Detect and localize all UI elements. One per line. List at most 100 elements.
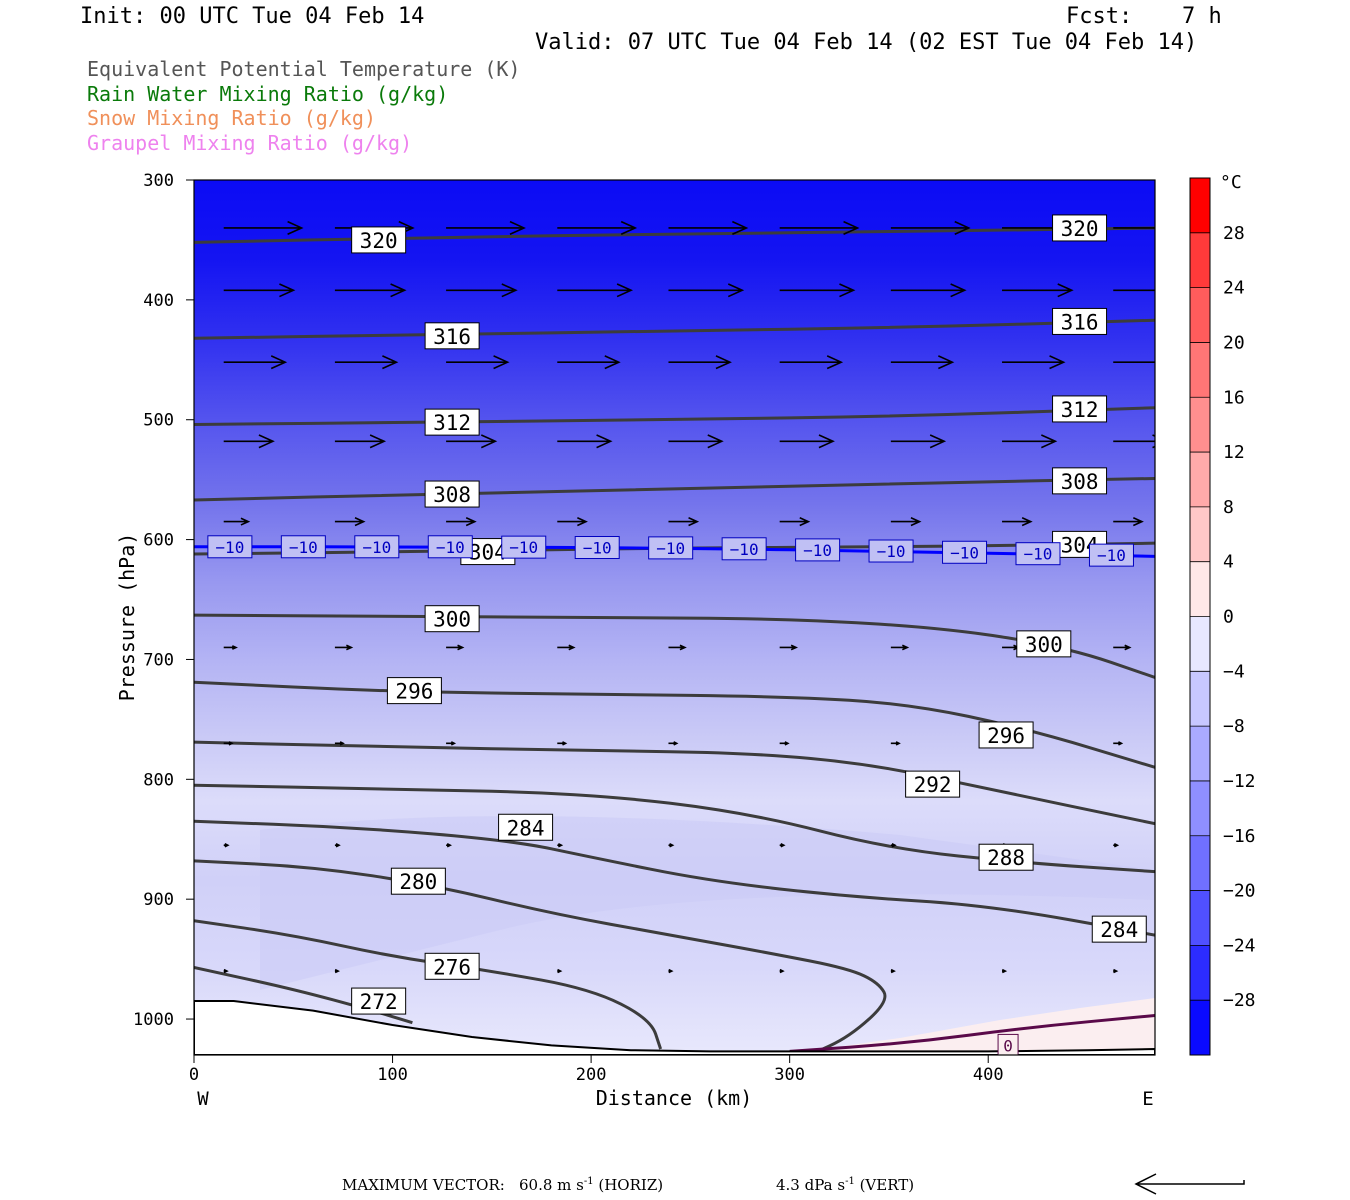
wind-vector (557, 741, 568, 746)
wind-vector (557, 220, 638, 235)
theta-e-label-272: 272 (351, 987, 407, 1015)
wind-vector (334, 434, 387, 449)
colorbar-tick-label: 24 (1223, 278, 1245, 299)
wind-vector (890, 843, 897, 848)
colorbar-tick-label: −20 (1223, 881, 1256, 902)
colorbar-swatch (1190, 232, 1210, 289)
temperature-label--10: −10 (721, 537, 767, 561)
theta-e-label-296: 296 (386, 677, 442, 705)
wind-vector (668, 283, 745, 298)
wind-vector (890, 517, 922, 527)
x-tick-label: 100 (377, 1065, 408, 1085)
colorbar-swatch (1190, 178, 1210, 234)
temperature-label--10: −10 (207, 535, 253, 559)
wind-vector (779, 968, 785, 974)
colorbar-tick-label: −12 (1223, 771, 1256, 792)
colorbar-swatch (1190, 397, 1210, 453)
wind-vector (557, 517, 588, 527)
x-tick-label: 300 (774, 1065, 805, 1085)
colorbar-swatch (1190, 561, 1210, 617)
wind-vector (334, 355, 399, 370)
svg-text:−10: −10 (1097, 546, 1126, 565)
svg-text:288: 288 (987, 846, 1025, 870)
wind-vector (223, 645, 238, 650)
warm-surface-region (780, 998, 1155, 1055)
svg-text:−10: −10 (803, 541, 832, 560)
wind-vector (1002, 283, 1074, 298)
wind-vector (334, 644, 354, 651)
y-tick-label: 1000 (133, 1010, 174, 1030)
y-tick-label: 900 (143, 890, 174, 910)
wind-vector (890, 968, 896, 974)
x-right-direction: E (1142, 1088, 1153, 1110)
svg-text:320: 320 (360, 229, 398, 253)
colorbar-tick-label: −4 (1223, 661, 1245, 682)
wind-vector (557, 355, 621, 370)
colorbar-tick-label: −16 (1223, 826, 1256, 847)
colorbar-tick-label: 4 (1223, 552, 1234, 573)
colorbar-tick-label: −28 (1223, 990, 1256, 1011)
temperature-label--10: −10 (868, 539, 914, 563)
svg-text:−10: −10 (877, 542, 906, 561)
wind-vector (1113, 843, 1120, 848)
wind-vector (890, 741, 901, 746)
wind-vector (334, 843, 341, 848)
y-tick-label: 700 (143, 650, 174, 670)
svg-text:−10: −10 (215, 538, 244, 557)
wind-vector (779, 355, 844, 370)
wind-vector (446, 220, 526, 235)
temperature-label--10: −10 (942, 540, 988, 564)
svg-text:320: 320 (1061, 217, 1099, 241)
colorbar-tick-label: −24 (1223, 935, 1256, 956)
colorbar-swatch (1190, 726, 1210, 782)
theta-e-contour-320 (194, 226, 1155, 244)
svg-text:284: 284 (1100, 918, 1138, 942)
wind-vector (890, 283, 967, 298)
wind-vector (1113, 741, 1124, 746)
svg-text:−10: −10 (1024, 545, 1053, 564)
wind-vector (334, 968, 340, 974)
wind-vector (668, 843, 675, 848)
wind-vector (557, 644, 576, 651)
theta-e-label-320: 320 (351, 226, 407, 254)
theta-e-label-276: 276 (424, 952, 480, 980)
theta-e-label-316: 316 (1052, 307, 1108, 335)
reference-vector-arrow (1134, 1173, 1245, 1195)
wind-vector (223, 434, 275, 449)
theta-e-label-312: 312 (1052, 395, 1108, 423)
legend-theta-e: Equivalent Potential Temperature (K) (87, 57, 521, 81)
wind-vector (1113, 644, 1132, 651)
wind-vector (668, 968, 674, 974)
temperature-label--10: −10 (501, 535, 547, 559)
wind-vector (890, 355, 955, 370)
theta-e-contour-284 (194, 819, 1155, 937)
wind-vector (779, 843, 786, 848)
wind-vector (1002, 517, 1033, 527)
wind-vector (334, 517, 366, 527)
colorbar-swatch (1190, 835, 1210, 892)
wind-vector (668, 355, 732, 370)
wind-vector (1113, 517, 1144, 527)
y-tick-label: 500 (143, 411, 174, 431)
colorbar-swatch (1190, 342, 1210, 398)
wind-vector (223, 968, 229, 974)
colorbar-tick-label: 28 (1223, 223, 1245, 244)
wind-vector (223, 517, 251, 526)
colorbar-swatch (1190, 780, 1210, 837)
temperature-label--10: −10 (648, 536, 694, 560)
wind-vector (779, 434, 835, 449)
theta-e-label-284: 284 (498, 813, 554, 841)
theta-e-label-292: 292 (905, 770, 961, 798)
theta-e-contour-280 (194, 859, 887, 1055)
wind-vector (223, 283, 296, 298)
theta-e-label-316: 316 (424, 322, 480, 350)
colorbar-unit: °C (1220, 172, 1242, 193)
wind-vector (557, 968, 563, 974)
wind-vector (1001, 968, 1008, 974)
wind-vector (668, 741, 679, 746)
wind-vector (223, 843, 230, 848)
wind-vector (1113, 227, 1155, 229)
temperature-label--10: −10 (354, 535, 400, 559)
svg-text:276: 276 (433, 955, 471, 979)
legend-graupel: Graupel Mixing Ratio (g/kg) (87, 131, 413, 155)
